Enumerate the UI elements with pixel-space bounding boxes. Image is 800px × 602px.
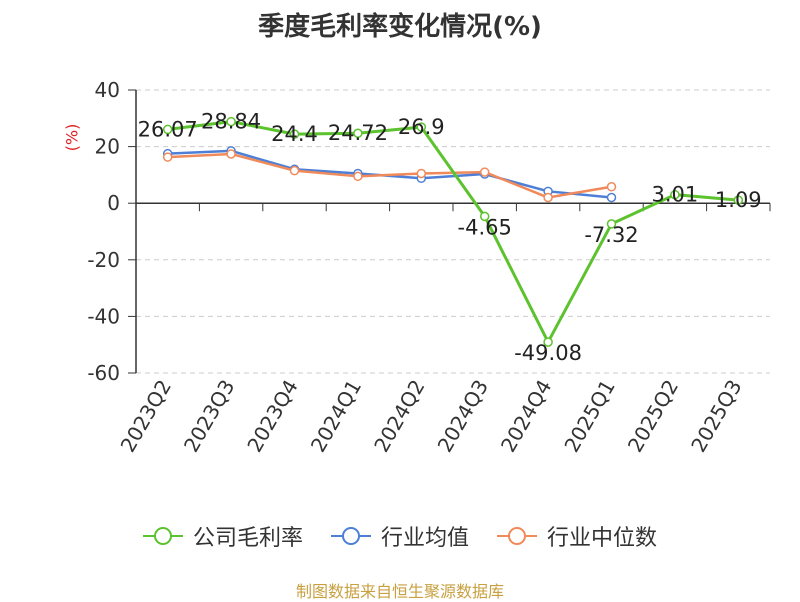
x-tick-label: 2023Q4: [242, 376, 302, 457]
data-point: [733, 195, 744, 205]
chart-legend: 公司毛利率 行业均值 行业中位数: [0, 520, 800, 552]
data-point: [543, 192, 553, 203]
chart-title: 季度毛利率变化情况(%): [258, 12, 542, 42]
x-tick-label: 2024Q2: [369, 376, 429, 457]
legend-item[interactable]: 行业中位数: [497, 520, 657, 552]
data-point: [416, 168, 427, 179]
data-point: [606, 192, 617, 203]
legend-item[interactable]: 公司毛利率: [142, 520, 303, 552]
data-point: [416, 122, 427, 132]
x-tick-label: 2024Q4: [496, 376, 556, 457]
data-point: [162, 152, 173, 162]
data-label: 28.84: [201, 110, 261, 134]
legend-swatch-icon: [330, 524, 371, 548]
data-label: -4.65: [458, 215, 512, 239]
legend-item[interactable]: 行业均值: [330, 520, 469, 552]
y-tick-label: -20: [87, 248, 120, 272]
data-source-note: 制图数据来自恒生聚源数据库: [295, 582, 504, 601]
series-line: [167, 120, 739, 344]
data-point: [289, 165, 300, 176]
data-label: 3.01: [652, 183, 699, 207]
data-point: [353, 128, 363, 138]
data-label: 1.09: [715, 188, 762, 212]
y-tick-label: 20: [95, 135, 120, 159]
x-tick-label: 2025Q1: [559, 376, 619, 457]
x-tick-label: 2025Q3: [686, 376, 746, 457]
y-tick-label: -60: [87, 361, 120, 385]
data-label: 26.9: [398, 115, 445, 139]
data-label: -7.32: [584, 223, 638, 247]
data-point: [289, 129, 300, 139]
data-point: [606, 219, 617, 229]
x-tick-label: 2023Q2: [116, 376, 176, 457]
data-point: [670, 189, 680, 200]
data-point: [162, 124, 173, 135]
data-label: -49.08: [514, 341, 582, 365]
data-point: [543, 337, 553, 347]
legend-swatch-icon: [497, 524, 537, 548]
legend-swatch-icon: [142, 524, 183, 548]
legend-label: 行业均值: [380, 526, 469, 551]
x-tick-label: 2023Q3: [179, 376, 239, 457]
data-label: 26.07: [138, 117, 198, 141]
legend-label: 行业中位数: [547, 526, 658, 551]
x-tick-label: 2024Q3: [433, 376, 493, 457]
y-tick-label: -40: [87, 304, 120, 328]
y-tick-label: 40: [95, 78, 120, 102]
data-point: [479, 167, 490, 177]
data-label: 24.72: [328, 121, 388, 145]
x-tick-label: 2024Q1: [306, 376, 366, 457]
data-point: [353, 171, 363, 182]
legend-label: 公司毛利率: [192, 526, 303, 551]
data-point: [226, 116, 236, 127]
data-point: [226, 149, 236, 159]
data-point: [479, 211, 490, 222]
series-line: [167, 152, 612, 199]
data-label: 24.4: [271, 122, 318, 146]
data-point: [606, 182, 617, 192]
x-tick-label: 2025Q2: [623, 376, 683, 457]
y-tick-label: 0: [107, 191, 120, 215]
